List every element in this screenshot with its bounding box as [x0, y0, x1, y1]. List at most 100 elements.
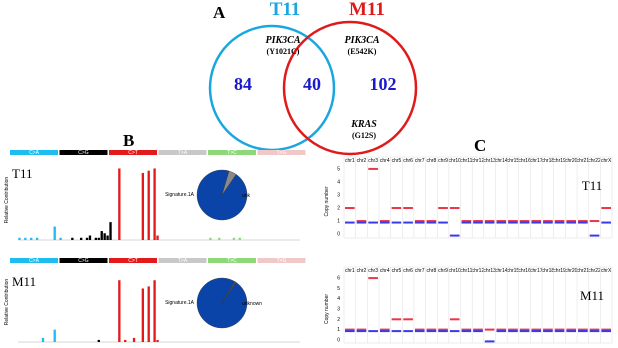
bar: [59, 237, 62, 240]
venn-text: 40: [303, 74, 321, 94]
bar: [85, 237, 89, 240]
bar: [147, 286, 150, 342]
bar: [88, 235, 92, 240]
panel-label: A: [213, 3, 226, 22]
bar: [132, 337, 136, 342]
panel-label: C: [474, 136, 486, 155]
chrom-label: chr5: [392, 158, 402, 164]
y-tick-label: 2: [337, 206, 340, 212]
bar: [79, 237, 83, 240]
sample-name: M11: [580, 288, 604, 303]
y-tick-label: 6: [337, 276, 340, 282]
chrom-label: chr2: [357, 268, 367, 274]
panel-label: B: [123, 131, 134, 150]
type-header: [109, 150, 157, 155]
type-header: [158, 150, 207, 155]
set-name: T11: [270, 0, 301, 20]
chrom-label: chr3: [368, 158, 378, 164]
bar: [218, 237, 221, 240]
bar: [124, 339, 127, 342]
chrom-label: chr18: [542, 268, 555, 274]
chrom-label: chrX: [601, 268, 612, 274]
type-label: C>G: [78, 150, 89, 156]
chrom-label: chr20: [565, 158, 578, 164]
bar: [94, 237, 98, 240]
y-label: Relative Contribution: [4, 177, 10, 224]
bar: [156, 235, 159, 240]
chrom-label: chr10: [448, 158, 461, 164]
type-header: [208, 150, 256, 155]
chrom-label: chr6: [403, 268, 413, 274]
chrom-label: chr1: [345, 268, 355, 274]
sample-name: M11: [12, 274, 36, 289]
type-label: C>A: [29, 258, 40, 264]
y-tick-label: 0: [337, 337, 340, 343]
chrom-label: chr9: [438, 268, 448, 274]
bar: [18, 237, 21, 240]
y-tick-label: 0: [337, 232, 340, 238]
bar: [24, 237, 27, 240]
venn-text: (G12S): [352, 131, 376, 140]
bar: [118, 168, 121, 240]
chrom-label: chr16: [518, 158, 531, 164]
chrom-label: chr15: [507, 268, 520, 274]
chrom-label: chr22: [588, 158, 601, 164]
plot-frame: [343, 156, 613, 239]
chrom-label: chr18: [542, 158, 555, 164]
type-label: T>G: [277, 150, 287, 156]
venn-text: 84: [234, 74, 252, 94]
venn-text: 102: [370, 74, 397, 94]
chrom-label: chr15: [507, 158, 520, 164]
type-label: T>A: [178, 258, 188, 264]
venn-text: (E542K): [348, 47, 377, 56]
type-header: [10, 258, 58, 263]
chrom-label: chr14: [495, 268, 508, 274]
chrom-label: chr9: [438, 158, 448, 164]
bar: [41, 337, 45, 342]
chrom-label: chr5: [392, 268, 402, 274]
type-label: T>G: [277, 258, 287, 264]
pie-label: unknown: [242, 301, 262, 307]
chrom-label: chr13: [483, 158, 496, 164]
bar: [97, 339, 100, 342]
chrom-label: chr16: [518, 268, 531, 274]
chrom-label: chr22: [588, 268, 601, 274]
chrom-label: chr6: [403, 158, 413, 164]
bar: [118, 280, 121, 342]
chrom-label: chr19: [553, 268, 566, 274]
type-label: C>A: [29, 150, 40, 156]
y-tick-label: 4: [337, 296, 340, 302]
chrom-label: chr4: [380, 268, 390, 274]
chrom-label: chr11: [460, 268, 472, 274]
bar: [232, 237, 236, 240]
bar: [153, 168, 156, 240]
chrom-label: chr1: [345, 158, 355, 164]
bar: [53, 226, 56, 240]
type-label: T>C: [227, 150, 237, 156]
y-label: Copy number: [324, 186, 330, 216]
pie-slice: [221, 281, 237, 304]
bar: [109, 222, 112, 240]
y-tick-label: 1: [337, 327, 340, 333]
y-label: Copy number: [324, 294, 330, 324]
type-label: C>T: [128, 150, 138, 156]
bar: [71, 237, 74, 240]
type-header: [10, 150, 58, 155]
chrom-label: chr20: [565, 268, 578, 274]
y-tick-label: 1: [337, 219, 340, 225]
y-tick-label: 3: [337, 307, 340, 313]
bar: [238, 237, 241, 240]
y-tick-label: 5: [337, 286, 340, 292]
type-header: [257, 150, 306, 155]
venn-text: (Y1021C): [267, 47, 300, 56]
set-name: M11: [349, 0, 385, 20]
chrom-label: chr2: [357, 158, 367, 164]
venn-text: PIK3CA: [265, 35, 300, 46]
bar: [97, 237, 100, 240]
y-label: Relative Contribution: [4, 279, 10, 326]
type-header: [257, 258, 306, 263]
type-label: C>T: [128, 258, 138, 264]
venn-text: KRAS: [350, 119, 377, 130]
chrom-label: chr10: [448, 268, 461, 274]
